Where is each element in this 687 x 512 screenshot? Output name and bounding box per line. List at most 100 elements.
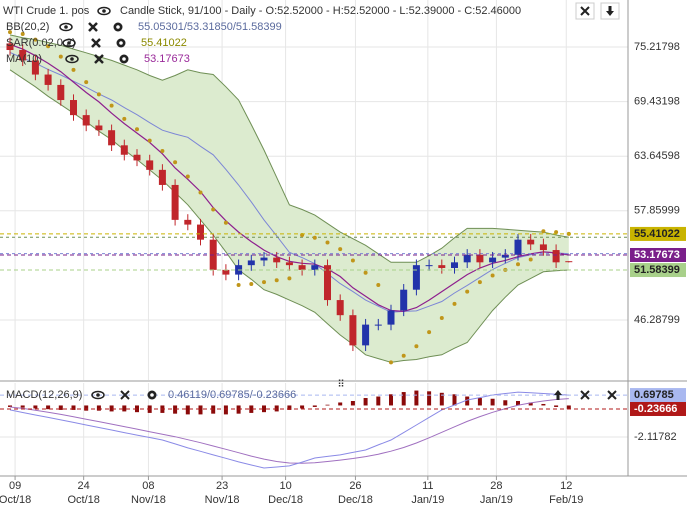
x-tick-month: Oct/18 xyxy=(0,494,31,506)
histogram-bar xyxy=(427,391,432,406)
price-label: 51.58399 xyxy=(634,264,680,276)
value-label: 0.69785 xyxy=(634,389,674,401)
histogram-bar xyxy=(325,404,330,406)
remove-icon[interactable] xyxy=(120,390,130,400)
histogram-bar xyxy=(490,398,495,406)
candle-body xyxy=(44,74,52,85)
sar-dot xyxy=(439,316,444,321)
eye-icon[interactable] xyxy=(59,22,73,32)
candle-body xyxy=(19,50,27,61)
candle-body xyxy=(133,154,141,161)
data-layer xyxy=(0,30,628,469)
remove-icon[interactable] xyxy=(94,54,104,64)
sar-dot xyxy=(84,80,89,85)
candle-body xyxy=(374,324,382,326)
sar-dot xyxy=(249,282,254,287)
histogram-bar xyxy=(223,405,228,415)
candle-body xyxy=(298,265,306,270)
y-tick-label: 46.28799 xyxy=(634,314,680,326)
drag-handle[interactable]: ⠿ xyxy=(337,380,344,391)
remove-icon[interactable] xyxy=(88,22,98,32)
eye-icon[interactable] xyxy=(97,6,111,16)
sar-dot xyxy=(236,282,241,287)
eye-icon[interactable] xyxy=(65,54,79,64)
settings-icon[interactable] xyxy=(147,390,157,400)
collapse-button[interactable] xyxy=(600,2,620,20)
y-tick-label: 63.64598 xyxy=(634,150,680,162)
sar-dot xyxy=(477,280,482,285)
candle-body xyxy=(247,260,255,266)
sar-dot xyxy=(312,235,317,240)
sar-dot xyxy=(173,160,178,165)
grid-layer xyxy=(0,0,628,476)
settings-icon[interactable] xyxy=(119,54,129,64)
eye-shape xyxy=(65,54,79,64)
histogram-bar xyxy=(84,405,89,411)
signal-line xyxy=(9,398,569,464)
eye-shape xyxy=(62,38,76,48)
eye-pupil xyxy=(67,41,71,45)
expand-button[interactable] xyxy=(575,2,595,20)
histogram-bar xyxy=(528,402,533,406)
x-tick-month: Dec/18 xyxy=(268,494,303,506)
candle-body xyxy=(70,100,77,116)
histogram-bar xyxy=(249,405,254,413)
histogram-bar xyxy=(300,405,305,409)
remove-shape xyxy=(91,38,101,48)
sar-dot xyxy=(528,257,533,262)
histogram-bar xyxy=(376,396,381,406)
candle-body xyxy=(400,289,408,311)
x-tick-month: Nov/18 xyxy=(205,494,240,506)
x-tick-label: 09 xyxy=(9,480,21,492)
candle-body xyxy=(324,265,331,301)
price-label: 55.41022 xyxy=(634,228,680,240)
sar-dot xyxy=(8,30,12,35)
settings-icon[interactable] xyxy=(113,22,123,32)
macd-title: MACD(12,26,9) xyxy=(6,389,82,401)
sar-dot xyxy=(211,207,216,212)
settings-icon[interactable] xyxy=(116,38,126,48)
candle-body xyxy=(285,262,293,266)
move-up-button[interactable] xyxy=(554,390,562,400)
indicator-values: 55.05301/53.31850/51.58399 xyxy=(138,21,282,33)
histogram-bar xyxy=(198,405,203,415)
gear-inner xyxy=(116,25,120,29)
bollinger-band-area xyxy=(10,34,569,363)
remove-icon[interactable] xyxy=(91,38,101,48)
histogram-bar xyxy=(414,390,419,406)
remove-shape xyxy=(94,54,104,64)
x-tick-label: 10 xyxy=(279,480,291,492)
close-button[interactable] xyxy=(607,390,617,400)
eye-icon[interactable] xyxy=(62,38,76,48)
sar-dot xyxy=(223,220,228,225)
eye-icon[interactable] xyxy=(91,390,105,400)
value-label: -0.23666 xyxy=(634,403,677,415)
value-label-box xyxy=(630,401,686,416)
overlay-layer: 46.28799 57.85999 63.64598 69.43198 75.21798… xyxy=(0,41,686,506)
sar-dot xyxy=(185,174,190,179)
x-tick-month: Jan/19 xyxy=(411,494,444,506)
y-tick-label: 57.85999 xyxy=(634,205,680,217)
sar-dot xyxy=(465,289,470,294)
histogram-bar xyxy=(401,392,406,406)
y-tick-label: 69.43198 xyxy=(634,96,680,108)
sar-dot xyxy=(262,280,266,285)
x-tick-label: 11 xyxy=(422,480,433,492)
x-tick-month: Oct/18 xyxy=(67,494,99,506)
sar-dot xyxy=(96,92,101,97)
indicator-name: BB(20,2) xyxy=(6,21,49,33)
histogram-bar xyxy=(503,400,508,406)
candle-body xyxy=(489,257,497,263)
gear-inner xyxy=(119,41,123,45)
x-tick-label: 28 xyxy=(490,480,502,492)
candle-body xyxy=(311,265,319,270)
sar-dot xyxy=(109,103,114,108)
x-tick-label: 23 xyxy=(216,480,228,492)
eye-pupil xyxy=(64,25,68,29)
candle-body xyxy=(565,261,573,263)
expand-button[interactable] xyxy=(580,390,590,400)
sar-dot xyxy=(33,37,38,42)
histogram-bar xyxy=(465,396,470,406)
